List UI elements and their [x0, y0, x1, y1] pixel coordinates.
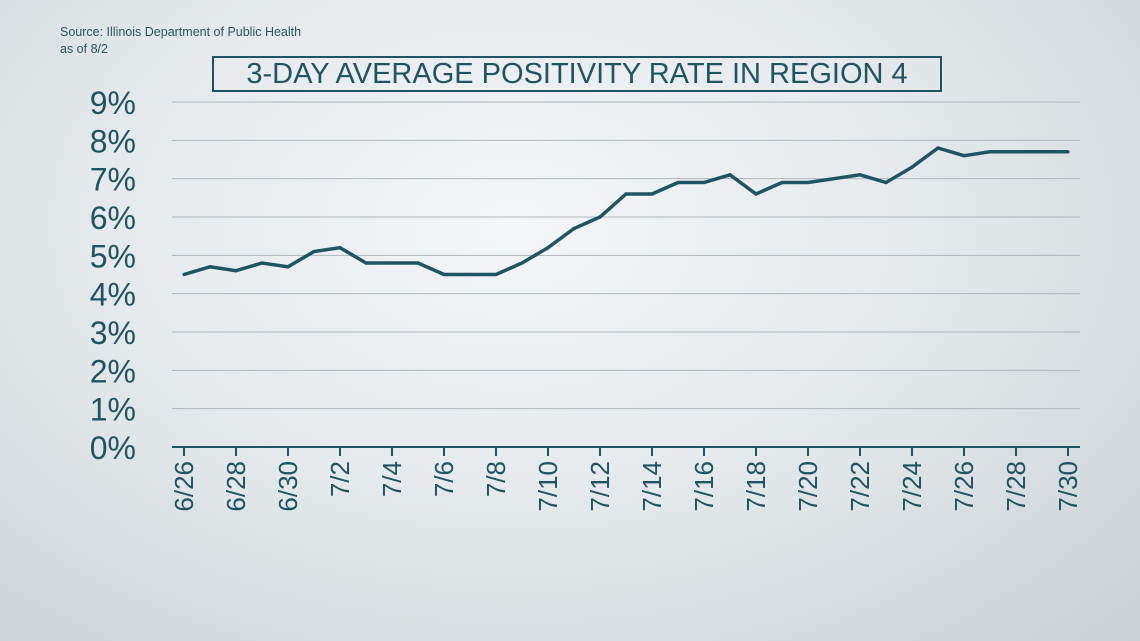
data-point: [780, 180, 784, 185]
data-point: [650, 192, 654, 196]
x-axis-ticks: 6/26 6/28 6/30 7/2 7/4 7/6 7/8 7/10 7/12 7/14 7/16…: [169, 447, 1083, 512]
data-point: [182, 272, 186, 277]
y-tick-label: 1%: [90, 392, 136, 428]
x-tick-label: 7/18: [741, 461, 771, 512]
y-tick-label: 8%: [90, 123, 136, 159]
data-point: [390, 261, 394, 265]
data-point: [962, 154, 966, 158]
x-tick-label: 7/16: [689, 461, 719, 512]
y-tick-label: 6%: [90, 200, 136, 236]
data-point: [728, 173, 732, 177]
date-note: as of 8/2: [60, 42, 108, 56]
x-tick-label: 7/10: [533, 461, 563, 512]
y-tick-label: 9%: [90, 85, 136, 121]
data-point: [312, 249, 316, 254]
y-tick-label: 5%: [90, 238, 136, 274]
x-tick-label: 7/30: [1053, 461, 1083, 512]
data-point: [936, 146, 940, 150]
x-tick-label: 7/6: [429, 461, 459, 497]
chart-title: 3-DAY AVERAGE POSITIVITY RATE IN REGION …: [212, 56, 942, 92]
data-point: [1014, 150, 1018, 154]
x-tick-label: 7/4: [377, 461, 407, 497]
data-point: [598, 215, 602, 219]
y-tick-label: 2%: [90, 353, 136, 389]
data-point: [442, 272, 446, 277]
y-tick-label: 3%: [90, 315, 136, 351]
x-tick-label: 7/22: [845, 461, 875, 512]
x-tick-label: 6/26: [169, 461, 199, 512]
y-tick-label: 4%: [90, 277, 136, 313]
x-tick-label: 6/30: [273, 461, 303, 512]
data-point: [338, 246, 342, 250]
x-tick-label: 7/14: [637, 461, 667, 512]
data-point: [416, 261, 420, 265]
grid-lines: [172, 101, 1080, 448]
data-point: [494, 272, 498, 277]
data-point: [1066, 150, 1070, 154]
x-tick-label: 7/28: [1001, 461, 1031, 512]
data-point: [884, 180, 888, 185]
data-point: [832, 177, 836, 181]
x-tick-label: 7/20: [793, 461, 823, 512]
data-point: [260, 261, 264, 265]
x-tick-label: 7/26: [949, 461, 979, 512]
data-point: [702, 180, 706, 185]
y-tick-label: 0%: [90, 430, 136, 466]
x-tick-label: 6/28: [221, 461, 251, 512]
x-tick-label: 7/2: [325, 461, 355, 497]
source-note: Source: Illinois Department of Public He…: [60, 24, 301, 58]
x-tick-label: 7/8: [481, 461, 511, 497]
data-point: [520, 261, 524, 265]
data-point: [1040, 150, 1044, 154]
data-point: [572, 226, 576, 231]
data-point: [208, 265, 212, 269]
y-axis-ticks: 0%1%2%3%4%5%6%7%8%9%: [90, 85, 136, 466]
y-tick-label: 7%: [90, 162, 136, 198]
data-point: [806, 180, 810, 185]
x-tick-label: 7/12: [585, 461, 615, 512]
x-tick-label: 7/24: [897, 461, 927, 512]
data-point: [546, 246, 550, 250]
data-point: [468, 272, 472, 277]
data-point: [754, 192, 758, 196]
data-point: [910, 165, 914, 169]
data-point: [364, 261, 368, 265]
series-group: [182, 146, 1070, 277]
data-point: [624, 192, 628, 196]
data-point: [286, 265, 290, 269]
data-point: [234, 269, 238, 273]
data-point: [988, 150, 992, 154]
source-line: Source: Illinois Department of Public He…: [60, 25, 302, 39]
data-point: [676, 180, 680, 185]
data-point: [858, 173, 862, 177]
